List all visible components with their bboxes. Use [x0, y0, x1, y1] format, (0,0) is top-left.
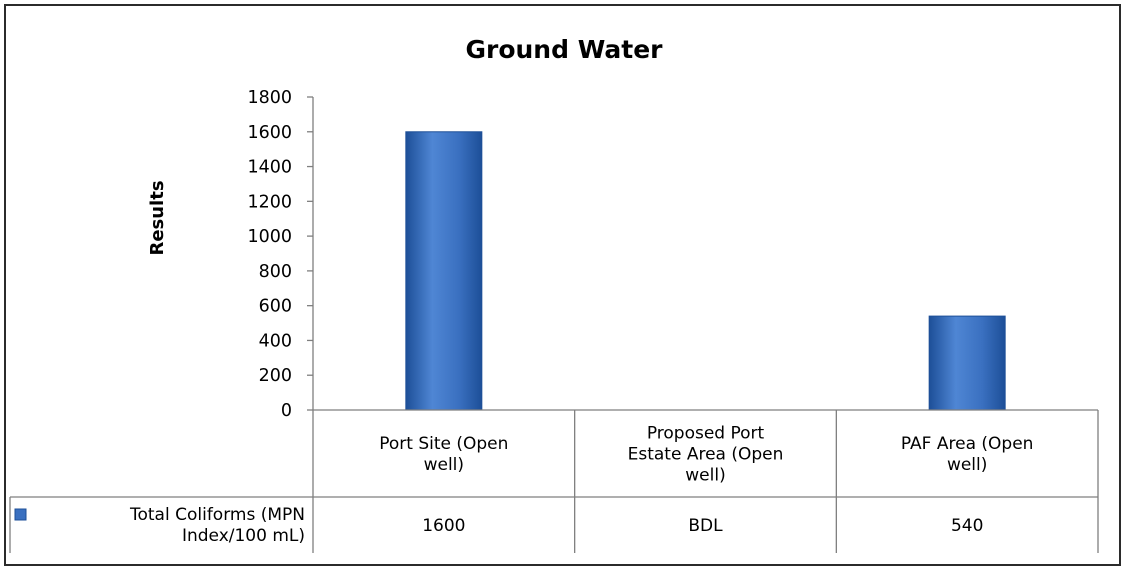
x-category-label: Port Site (Open — [379, 434, 508, 454]
x-category-label: well) — [424, 455, 464, 475]
y-tick-label: 0 — [281, 401, 292, 421]
y-tick-label: 1600 — [247, 123, 292, 143]
x-category-label: well) — [947, 455, 987, 475]
x-category-label: well) — [685, 466, 725, 486]
legend-series-name: Total Coliforms (MPN — [129, 505, 305, 525]
legend-series-name: Index/100 mL) — [182, 526, 305, 546]
y-tick-label: 800 — [259, 262, 292, 282]
y-axis-label: Results — [147, 180, 168, 255]
y-tick-label: 1200 — [247, 192, 292, 212]
y-tick-label: 400 — [259, 331, 292, 351]
x-category-label: Proposed Port — [647, 424, 765, 444]
data-label: 1600 — [422, 516, 465, 536]
bar — [405, 131, 483, 411]
data-label: 540 — [951, 516, 983, 536]
x-category-label: PAF Area (Open — [901, 434, 1034, 454]
chart-frame — [4, 4, 1121, 566]
y-tick-label: 1400 — [247, 158, 292, 178]
y-tick-label: 1800 — [247, 88, 292, 108]
bars — [405, 131, 1006, 411]
y-tick-label: 1000 — [247, 227, 292, 247]
y-tick-label: 200 — [259, 366, 292, 386]
data-label: BDL — [688, 516, 723, 536]
legend-key — [14, 508, 27, 521]
x-category-label: Estate Area (Open — [628, 445, 784, 465]
bar — [928, 315, 1006, 411]
chart-title: Ground Water — [465, 35, 663, 64]
y-tick-label: 600 — [259, 297, 292, 317]
y-tick-labels: 0 200 400 600 800 1000 1200 1400 1600 1800 — [247, 88, 314, 421]
